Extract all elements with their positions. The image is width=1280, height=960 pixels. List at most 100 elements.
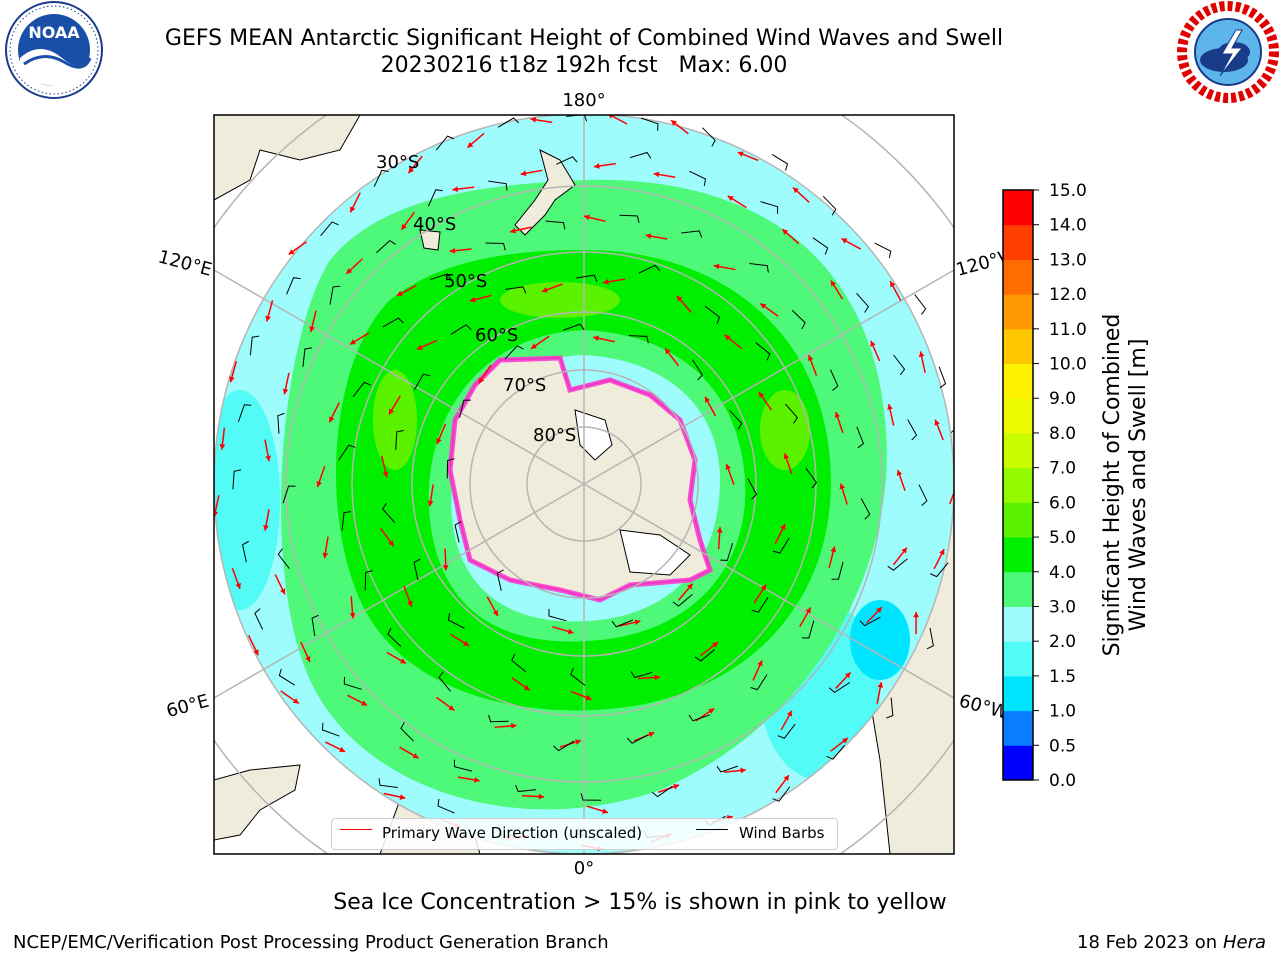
wind-barb xyxy=(681,230,703,238)
wave-direction-arrowhead xyxy=(350,206,356,213)
colorbar-swatch xyxy=(1003,363,1033,399)
wave-direction-arrowhead xyxy=(870,340,876,347)
colorbar-swatch xyxy=(1003,259,1033,295)
colorbar-swatch xyxy=(1003,328,1033,365)
wave-direction-arrowhead xyxy=(538,793,545,800)
wind-barb xyxy=(955,434,961,455)
colorbar-tick-label: 6.0 xyxy=(1049,493,1076,513)
wind-barb xyxy=(777,723,796,739)
wind-barb xyxy=(801,620,815,639)
wind-barb xyxy=(488,180,508,191)
wind-barb xyxy=(382,502,395,523)
wave-direction-arrowhead xyxy=(834,412,841,418)
wind-barb xyxy=(874,242,892,259)
colorbar-swatch xyxy=(1003,571,1033,607)
wave-direction-arrowhead xyxy=(934,419,940,426)
wind-barb xyxy=(630,671,653,679)
wind-barb xyxy=(914,294,927,315)
wave-direction-arrowhead xyxy=(265,455,271,462)
wave-direction-arrowhead xyxy=(309,326,315,333)
wind-barb xyxy=(352,381,371,397)
colorbar-frame xyxy=(1002,189,1034,781)
wind-barb xyxy=(771,153,789,171)
wave-direction-arrowhead xyxy=(288,249,295,255)
wave-direction-arrowhead xyxy=(783,775,789,782)
wave-direction-arrowhead xyxy=(634,619,641,626)
wind-barb xyxy=(831,561,844,580)
sea-ice-rim xyxy=(447,355,714,603)
wind-barb xyxy=(826,745,845,760)
wave-direction-arrowhead xyxy=(725,463,731,470)
wave-direction-arrowhead xyxy=(214,511,219,517)
wave-direction-arrowhead xyxy=(608,115,613,119)
wave-direction-arrowhead xyxy=(593,335,599,342)
wave-direction-arrowhead xyxy=(708,708,715,714)
wave-direction-arrowhead xyxy=(918,351,925,358)
wind-barb xyxy=(860,498,871,520)
wave-direction-arrowhead xyxy=(830,546,837,553)
colorbar-swatch xyxy=(1003,294,1033,330)
wind-barb xyxy=(701,127,716,147)
wave-direction-legend-line xyxy=(340,829,372,830)
wave-direction-arrowhead xyxy=(416,344,423,350)
weddell-ice-shelf xyxy=(619,529,691,576)
wind-barb xyxy=(828,682,850,693)
new-zealand-land xyxy=(514,149,576,236)
colorbar-tick-label: 5.0 xyxy=(1049,528,1076,548)
wind-barb xyxy=(450,324,472,335)
wind-barb xyxy=(822,195,837,216)
graticule xyxy=(214,115,954,854)
wave-direction-arrowhead xyxy=(584,214,590,221)
wind-barb xyxy=(329,285,341,305)
wind-barbs-legend-line xyxy=(696,829,728,830)
wave-direction-arrowhead xyxy=(253,649,259,656)
wave-direction-arrowhead xyxy=(265,315,271,322)
colorbar-tick-label: 3.0 xyxy=(1049,597,1076,617)
sea-ice-note: Sea Ice Concentration > 15% is shown in … xyxy=(333,890,947,915)
tasmania-land xyxy=(419,229,441,251)
colorbar-swatch xyxy=(1003,675,1033,712)
wind-barb xyxy=(955,498,964,517)
wave-direction-arrowhead xyxy=(531,343,537,349)
wave-direction-arrowhead xyxy=(401,223,407,230)
wind-barb xyxy=(720,543,734,561)
wind-barb xyxy=(576,274,598,282)
wind-barb xyxy=(277,548,290,569)
colorbar-swatch xyxy=(1003,710,1033,746)
wind-barb xyxy=(459,399,471,418)
wave-direction-arrowhead xyxy=(448,704,455,711)
wind-barb xyxy=(856,292,870,313)
colorbar-tick-label: 0.0 xyxy=(1049,771,1076,791)
lon-label-60e: 60°E xyxy=(164,691,211,722)
wind-barb xyxy=(773,537,790,554)
wind-barb xyxy=(830,369,839,391)
wave-direction-arrowhead xyxy=(442,565,449,571)
wind-barb xyxy=(505,286,527,294)
wave-direction-arrowhead xyxy=(670,120,677,126)
colorbar-swatch xyxy=(1003,190,1033,226)
colorbar-label: Significant Height of Combined Wind Wave… xyxy=(1100,313,1151,657)
lat-label-50s: 50°S xyxy=(444,271,487,292)
wave-direction-arrowhead xyxy=(877,682,884,688)
wind-barb xyxy=(930,562,949,578)
wave-direction-arrowhead xyxy=(716,527,723,533)
wind-barb xyxy=(755,342,771,361)
wind-barb xyxy=(566,115,588,122)
colorbar-tick-label: 8.0 xyxy=(1049,424,1076,444)
wave-direction-arrowhead xyxy=(645,233,652,239)
wind-barb xyxy=(628,335,649,344)
wind-barb xyxy=(570,667,586,686)
colorbar-tick-label: 10.0 xyxy=(1049,355,1087,375)
lat-label-40s: 40°S xyxy=(413,214,456,235)
wind-barb xyxy=(437,798,455,814)
wave-direction-arrowhead xyxy=(511,723,517,729)
page-subtitle: 20230216 t18z 192h fcst Max: 6.00 xyxy=(380,53,788,78)
colorbar-tick-label: 9.0 xyxy=(1049,389,1076,409)
wind-barb xyxy=(320,221,339,237)
wind-barb xyxy=(395,429,404,450)
wind-barb xyxy=(751,596,769,613)
colorbar-swatch xyxy=(1003,641,1033,677)
wave-direction-arrowhead xyxy=(876,607,882,614)
wind-barb xyxy=(413,373,431,390)
